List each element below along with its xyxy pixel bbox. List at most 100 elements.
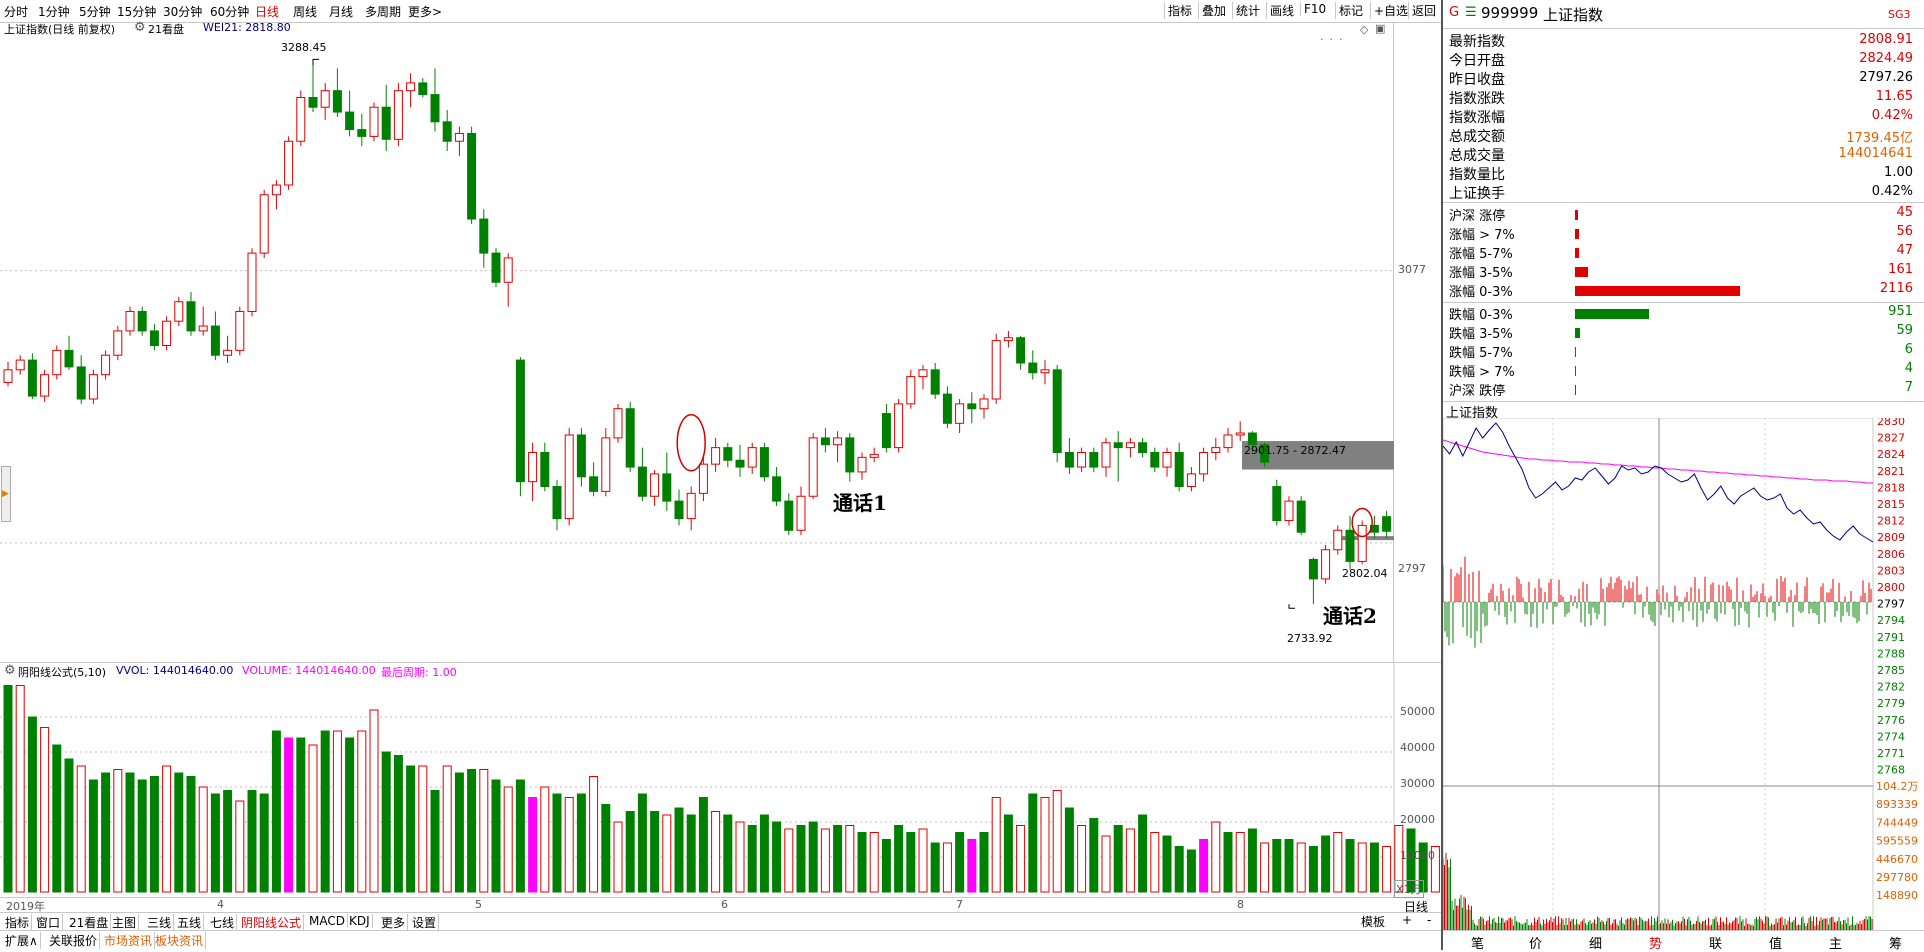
period-tab[interactable]: 30分钟	[163, 5, 203, 19]
info-tab[interactable]: 关联报价	[47, 932, 101, 949]
tool-button[interactable]: +自选	[1370, 2, 1411, 19]
zoom-out-button[interactable]: -	[1427, 913, 1432, 927]
intraday-tab[interactable]: 主	[1829, 937, 1843, 952]
tool-button[interactable]: 统计	[1232, 2, 1263, 19]
volume-bar	[271, 730, 281, 893]
indicator-tab[interactable]: 七线	[208, 914, 238, 931]
tool-button[interactable]: 叠加	[1198, 2, 1229, 19]
indicator-gear-icon[interactable]: ⚙	[134, 20, 146, 35]
intraday-tab[interactable]: 细	[1589, 937, 1603, 952]
volume-bar	[1345, 839, 1355, 893]
period-tab[interactable]: 多周期	[365, 5, 402, 19]
intraday-price-tick: 2788	[1877, 647, 1905, 660]
candle-body	[1211, 447, 1221, 453]
tool-button[interactable]: 标记	[1335, 2, 1366, 19]
indicator-tab[interactable]: 窗口	[34, 914, 64, 931]
tool-button[interactable]: 指标	[1164, 2, 1195, 19]
indicator-tab[interactable]: 21看盘	[67, 914, 112, 931]
breadth-row: 涨幅 5-7% 47	[1447, 243, 1917, 262]
candle-body	[357, 129, 367, 137]
breadth-value: 7	[1904, 380, 1913, 395]
intraday-tab[interactable]: 联	[1709, 937, 1723, 952]
volume-bar	[942, 842, 952, 893]
intraday-price-tick: 2797	[1877, 598, 1905, 611]
indicator-tab[interactable]: 主图	[110, 914, 140, 931]
intraday-tab[interactable]: 笔	[1471, 937, 1485, 952]
tool-button[interactable]: 画线	[1266, 2, 1297, 19]
tool-button[interactable]: 返回	[1408, 2, 1439, 19]
intraday-tab[interactable]: 势	[1649, 937, 1663, 952]
call2-annotation: 通话2	[1323, 604, 1377, 628]
breadth-row: 跌幅 5-7% 6	[1447, 342, 1917, 361]
candle-body	[515, 359, 525, 483]
tool-button[interactable]: F10	[1300, 2, 1329, 16]
zoom-in-button[interactable]: +	[1402, 913, 1413, 927]
period-tab[interactable]: 更多>	[408, 5, 443, 19]
volume-bar	[1284, 839, 1294, 893]
candle-body	[942, 393, 952, 424]
volume-gear-icon[interactable]: ⚙	[4, 663, 16, 678]
info-tab[interactable]: 扩展∧	[3, 932, 41, 949]
intraday-tab[interactable]: 筹	[1889, 937, 1903, 952]
info-tab[interactable]: 板块资讯	[153, 932, 207, 949]
period-tab[interactable]: 5分钟	[79, 5, 111, 19]
period-tab[interactable]: 月线	[329, 5, 354, 19]
indicator-tab[interactable]: 设置	[410, 914, 440, 931]
candle-body	[625, 408, 635, 468]
intraday-chart[interactable]: 2830 2827 2824 2821 2818 2815 2812 2809 2806 2803…	[1443, 418, 1924, 930]
quote-row: 昨日收盘 2797.26	[1447, 69, 1917, 88]
period-tab[interactable]: 60分钟	[210, 5, 250, 19]
candle-body	[540, 451, 550, 488]
candle-body	[857, 456, 867, 473]
indicator-tab[interactable]: 阴阳线公式	[239, 914, 305, 931]
volume-chart[interactable]: ⚙ 阴阳线公式(5,10) VVOL: 144014640.00 VOLUME:…	[0, 662, 1465, 898]
period-toolbar: 分时 1分钟 5分钟 15分钟 30分钟 60分钟 日线 周线 月线 多周期 更多> 指标 叠加 统计 画线…	[0, 0, 1441, 23]
breadth-label: 涨幅 5-7%	[1449, 247, 1513, 262]
period-tab[interactable]: 分时	[4, 5, 29, 19]
period-tab[interactable]: 15分钟	[117, 5, 157, 19]
candle-body	[1003, 337, 1013, 342]
indicator-tab[interactable]: 三线	[145, 914, 175, 931]
volume-bar	[955, 832, 965, 893]
indicator-tab[interactable]: 指标	[3, 914, 33, 931]
indicator-tab[interactable]: MACD	[307, 914, 348, 928]
candle-body	[406, 82, 416, 92]
info-tab[interactable]: 市场资讯	[102, 932, 156, 949]
intraday-tab[interactable]: 价	[1529, 937, 1543, 952]
indicator-tab[interactable]: KDJ	[347, 914, 373, 928]
volume-bar	[1186, 849, 1196, 893]
x-month-6: 6	[721, 898, 728, 911]
template-button[interactable]: 模板	[1361, 915, 1386, 929]
period-tab[interactable]: 1分钟	[38, 5, 70, 19]
candle-body	[564, 434, 574, 520]
divider	[1443, 401, 1924, 402]
candle-body	[308, 96, 318, 108]
breadth-bar	[1575, 229, 1580, 239]
volume-bar	[1382, 846, 1392, 893]
breadth-value: 59	[1896, 323, 1913, 338]
period-tab[interactable]: 周线	[293, 5, 318, 19]
candle-body	[869, 453, 879, 458]
quote-row: 最新指数 2808.91	[1447, 31, 1917, 50]
intraday-price-tick: 2779	[1877, 697, 1905, 710]
side-expand-handle[interactable]: ▶	[1, 466, 11, 522]
volume-bar	[1394, 825, 1404, 893]
intraday-tab[interactable]: 值	[1769, 937, 1783, 952]
quote-value: 1.00	[1884, 165, 1913, 180]
intraday-vol-tick: 595559	[1876, 835, 1918, 848]
breadth-row: 沪深 跌停 7	[1447, 380, 1917, 399]
candle-body	[259, 194, 269, 254]
g-marker: G	[1449, 5, 1460, 20]
indicator-tab[interactable]: 更多	[379, 914, 409, 931]
diamond-icon[interactable]: ◇	[1360, 23, 1369, 36]
volume-bar	[1308, 846, 1318, 893]
period-label[interactable]: 日线	[1404, 900, 1429, 914]
candlestick-chart[interactable]: 上证指数(日线 前复权) ⚙ 21看盘 WEI21: 2818.80 ◇ ▣ .…	[0, 20, 1426, 662]
window-toggle-icon[interactable]: ▣	[1375, 22, 1386, 35]
volume-bar	[1028, 793, 1038, 893]
period-tab[interactable]: 日线	[255, 5, 280, 19]
intraday-vol-tick: 446670	[1876, 853, 1918, 866]
indicator-tab[interactable]: 五线	[175, 914, 205, 931]
menu-icon[interactable]: ☰	[1465, 5, 1477, 20]
breadth-label: 跌幅 > 7%	[1449, 365, 1515, 380]
